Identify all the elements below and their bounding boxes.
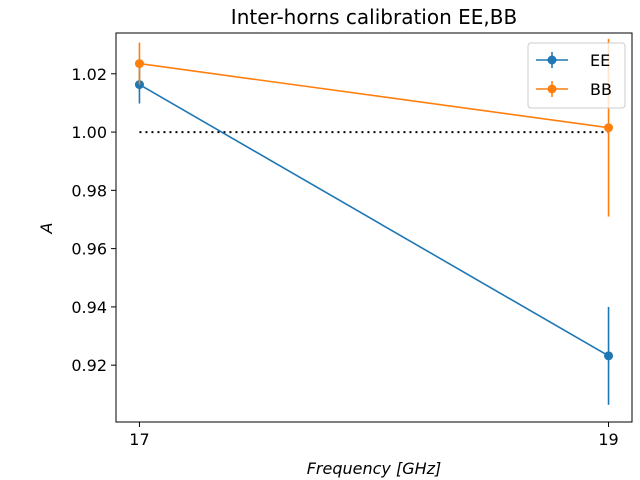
y-axis-label: A	[37, 223, 56, 235]
legend-marker-bb	[547, 84, 557, 94]
legend-label-ee: EE	[590, 51, 610, 70]
y-tick-label-3: 0.98	[71, 181, 107, 200]
series-layer	[134, 38, 614, 405]
y-tick-label-0: 0.92	[71, 356, 107, 375]
x-tick-label-1: 19	[598, 430, 618, 449]
y-tick-label-5: 1.02	[71, 65, 107, 84]
data-point-bb-0	[134, 59, 144, 69]
y-tick-label-1: 0.94	[71, 298, 107, 317]
y-tick-label-4: 1.00	[71, 123, 107, 142]
legend: EE BB	[527, 42, 626, 109]
x-axis: 17 19	[129, 422, 619, 449]
x-tick-label-0: 17	[129, 430, 149, 449]
y-tick-label-2: 0.96	[71, 240, 107, 259]
legend-label-bb: BB	[590, 80, 612, 99]
series-line-bb	[139, 62, 609, 129]
legend-marker-ee	[547, 55, 557, 65]
chart-title: Inter-horns calibration EE,BB	[231, 5, 517, 29]
series-line-ee	[139, 83, 609, 357]
plot-frame	[115, 32, 633, 423]
x-axis-label: Frequency [GHz]	[307, 459, 442, 478]
y-axis: 0.92 0.94 0.96 0.98 1.00 1.02	[71, 65, 116, 375]
data-point-bb-1	[604, 123, 614, 133]
data-point-ee-1	[604, 351, 614, 361]
